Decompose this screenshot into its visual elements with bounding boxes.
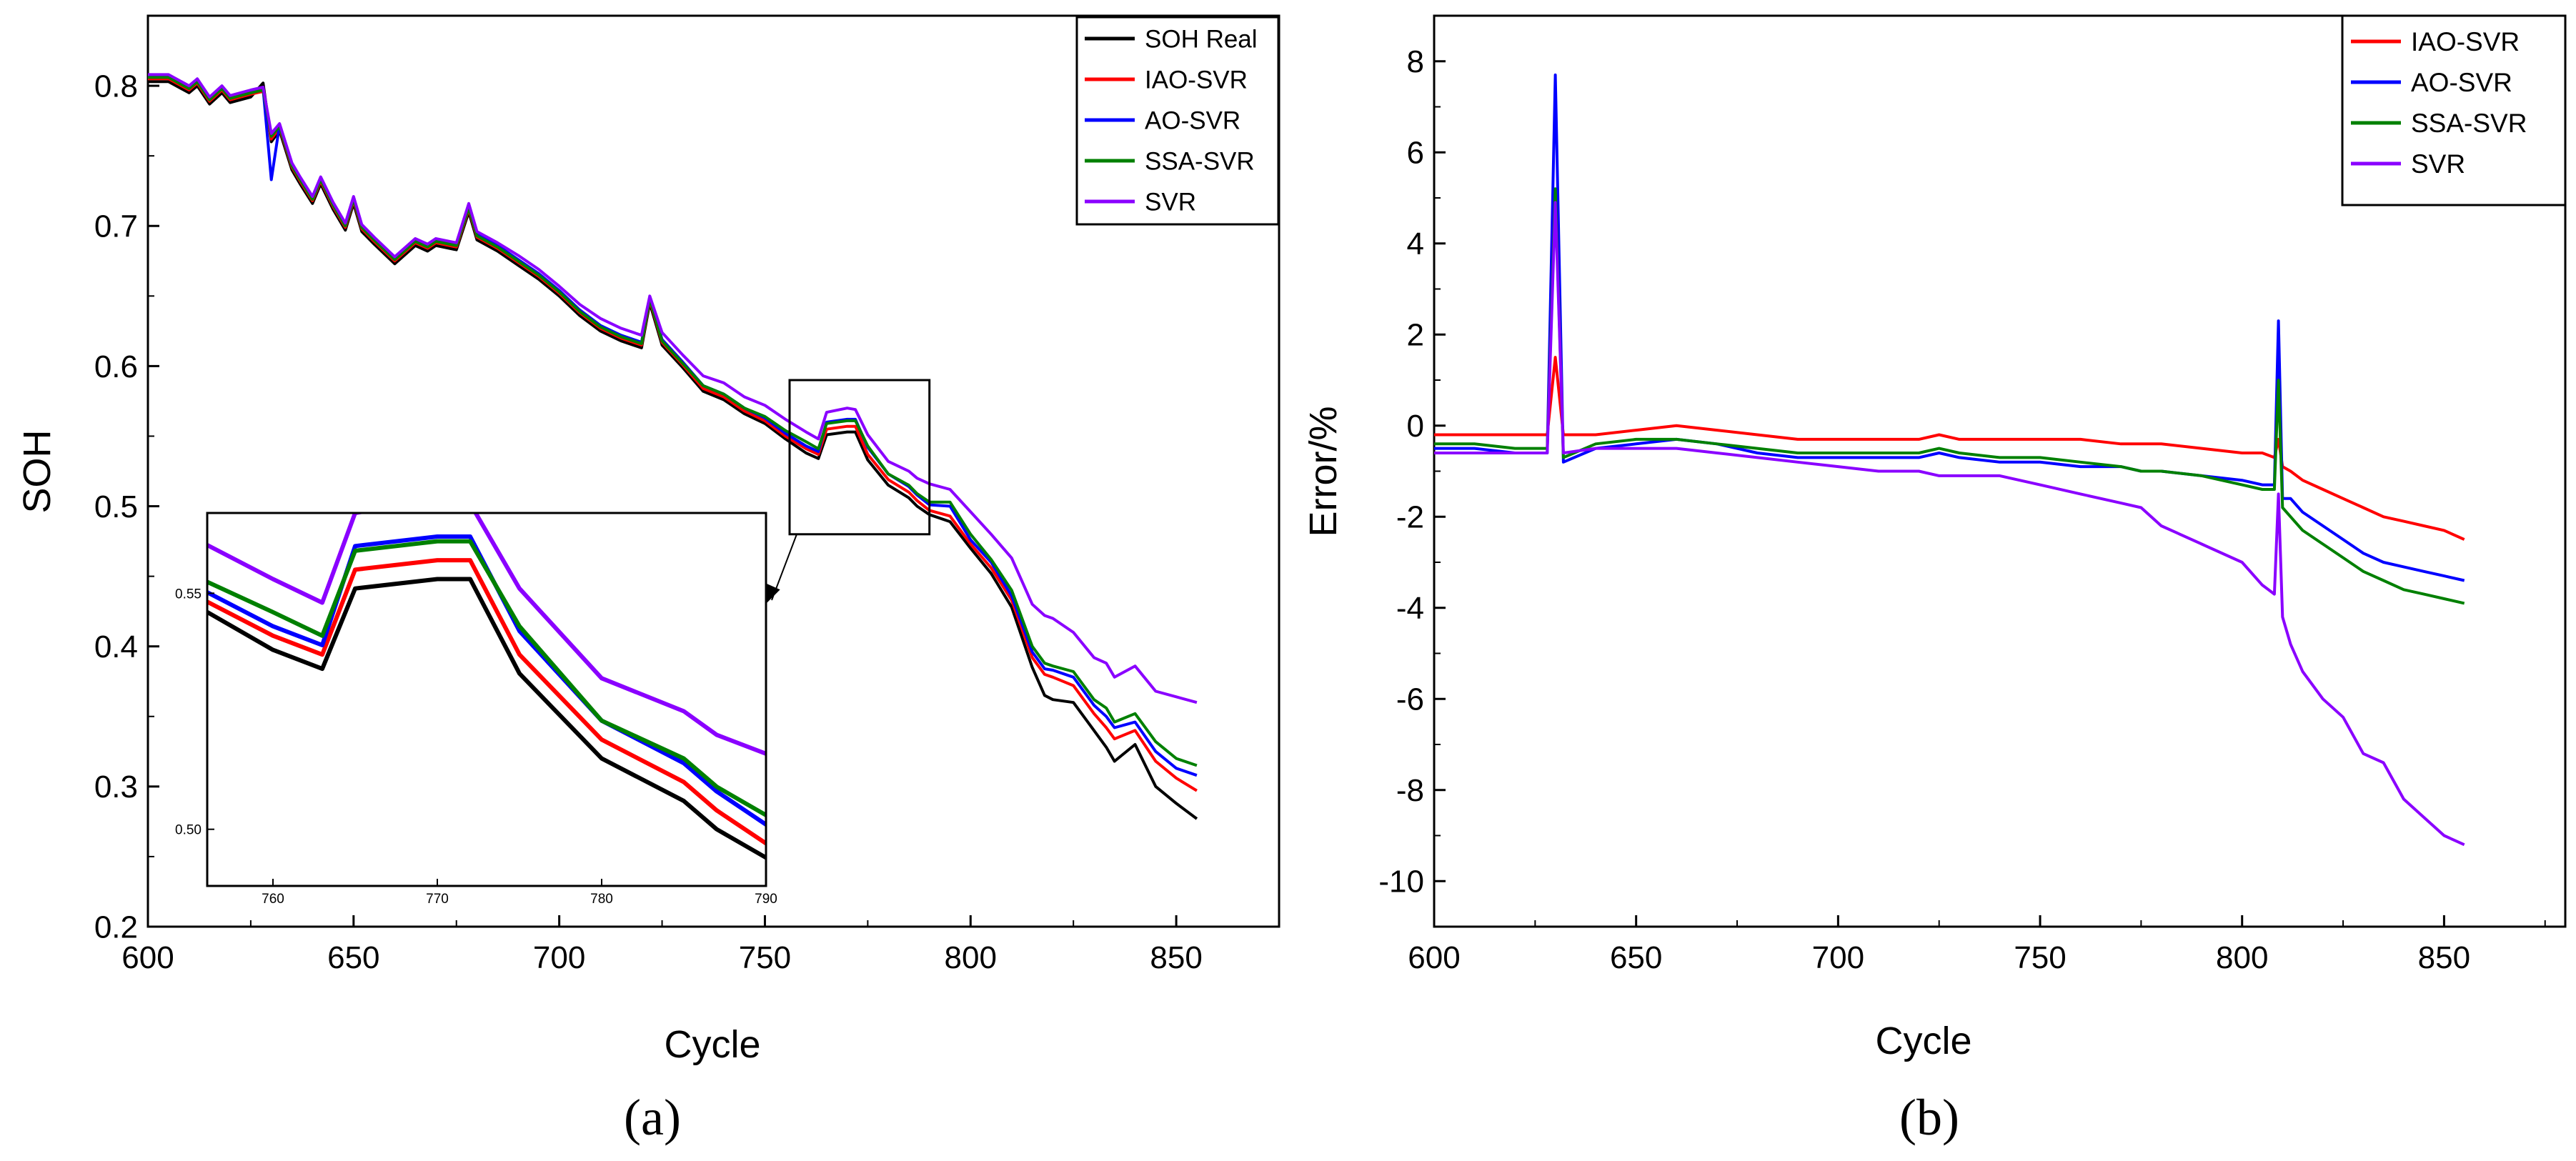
- soh-legend-label-soh-real: SOH Real: [1145, 25, 1258, 53]
- error-y-tick-label: 2: [1407, 318, 1424, 353]
- inset-series-svr: [207, 513, 766, 757]
- inset-x-tick-label: 770: [426, 892, 449, 907]
- error-y-tick-label: -2: [1396, 500, 1424, 535]
- soh-x-tick-label: 700: [533, 940, 585, 975]
- soh-x-tick-label: 850: [1150, 940, 1202, 975]
- error-legend-label-svr: SVR: [2411, 149, 2465, 179]
- inset-frame: [206, 512, 767, 887]
- soh-legend-label-svr: SVR: [1145, 188, 1196, 216]
- soh-x-tick-label: 800: [945, 940, 997, 975]
- soh-plot-frame: [146, 14, 1280, 928]
- soh-y-tick-label: 0.5: [94, 489, 138, 524]
- error-chart-panel: 600 650 700 750 800 850 -10 -8 -6 -4 -2 0 2 4 6 8 Error…: [1302, 14, 2567, 1146]
- zoom-inset: 760 770 780 790 0.50 0.55: [175, 512, 777, 907]
- soh-y-tick-label: 0.4: [94, 629, 138, 664]
- error-series-svr: [1434, 201, 2465, 847]
- inset-y-tick-label: 0.50: [175, 823, 202, 838]
- error-y-tick-label: -10: [1378, 864, 1424, 900]
- soh-y-tick-label: 0.7: [94, 209, 138, 244]
- error-legend-box: [2341, 14, 2567, 206]
- panel-label-a: (a): [624, 1089, 681, 1146]
- error-legend-label-ssa-svr: SSA-SVR: [2411, 109, 2527, 138]
- error-legend-label-iao-svr: IAO-SVR: [2411, 27, 2520, 56]
- soh-x-tick-label: 750: [739, 940, 791, 975]
- inset-series-iao-svr: [207, 558, 766, 846]
- error-x-tick-label: 700: [1812, 940, 1864, 975]
- error-x-axis-label: Cycle: [1875, 1020, 1971, 1062]
- error-y-axis-label: Error/%: [1302, 406, 1345, 537]
- soh-legend-label-iao-svr: IAO-SVR: [1145, 66, 1248, 94]
- soh-y-tick-label: 0.2: [94, 910, 138, 945]
- error-x-tick-label: 800: [2216, 940, 2268, 975]
- soh-y-tick-label: 0.6: [94, 349, 138, 384]
- error-y-tick-label: -8: [1396, 773, 1424, 808]
- soh-y-tick-label: 0.3: [94, 769, 138, 804]
- soh-series-svr: [148, 73, 1198, 704]
- error-y-tick-label: 4: [1407, 226, 1424, 261]
- soh-chart-panel: 600 650 700 750 800 8500.20.30.40.50.60.70.8 …: [16, 14, 1280, 1146]
- error-y-tick-label: 8: [1407, 44, 1424, 79]
- soh-legend-label-ssa-svr: SSA-SVR: [1145, 147, 1255, 175]
- error-x-tick-label: 650: [1610, 940, 1662, 975]
- soh-y-tick-label: 0.8: [94, 69, 138, 104]
- inset-x-tick-label: 760: [262, 892, 284, 907]
- soh-y-axis-label: SOH: [16, 429, 59, 513]
- error-x-tick-label: 750: [2014, 940, 2066, 975]
- inset-x-tick-label: 790: [755, 892, 777, 907]
- zoom-arrow-head: [766, 584, 780, 604]
- inset-series-soh-real: [207, 577, 766, 860]
- inset-x-tick-label: 780: [590, 892, 613, 907]
- soh-legend: SOH Real IAO-SVR AO-SVR SSA-SVR SVR: [1075, 16, 1280, 226]
- error-series-ao-svr: [1434, 73, 2465, 582]
- error-legend-label-ao-svr: AO-SVR: [2411, 68, 2512, 97]
- error-series-iao-svr: [1434, 356, 2465, 541]
- soh-legend-label-ao-svr: AO-SVR: [1145, 106, 1240, 134]
- error-legend: IAO-SVR AO-SVR SSA-SVR SVR: [2341, 14, 2567, 206]
- soh-x-axis-label: Cycle: [664, 1023, 760, 1066]
- error-y-tick-label: -4: [1396, 591, 1424, 626]
- error-x-tick-label: 600: [1408, 940, 1460, 975]
- inset-frame-bg: [207, 513, 766, 886]
- error-y-tick-label: 6: [1407, 136, 1424, 171]
- soh-x-tick-label: 650: [327, 940, 379, 975]
- soh-x-tick-label: 600: [121, 940, 174, 975]
- error-x-tick-label: 850: [2418, 940, 2470, 975]
- zoom-region-box: [788, 379, 931, 536]
- panel-label-b: (b): [1899, 1089, 1959, 1146]
- soh-series-soh-real: [148, 80, 1198, 820]
- error-y-tick-label: 0: [1407, 409, 1424, 444]
- error-y-tick-label: -6: [1396, 682, 1424, 717]
- inset-series-ssa-svr: [207, 539, 766, 817]
- error-series-ssa-svr: [1434, 187, 2465, 605]
- inset-y-tick-label: 0.55: [175, 587, 202, 602]
